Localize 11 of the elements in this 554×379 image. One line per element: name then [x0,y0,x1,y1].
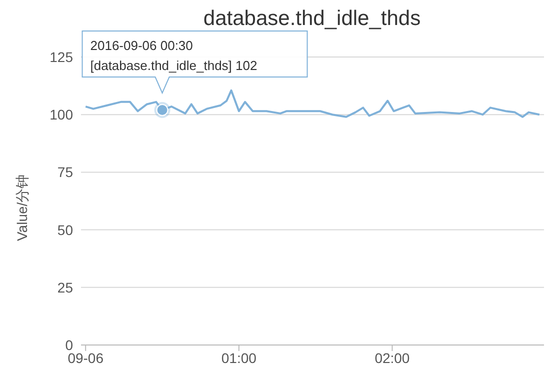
y-tick-label: 100 [50,106,74,123]
annotation: 2016-09-06 00:30 [database.thd_idle_thds] 102 [90,38,258,73]
x-tick-label: 01:00 [221,350,257,366]
y-axis-title: Value/分钟 [14,174,30,241]
chart-title: database.thd_idle_thds [202,7,422,30]
y-tick-label: 125 [50,48,74,65]
y-tick-label: 50 [57,222,74,238]
x-tick-label: 02:00 [374,350,410,366]
y-tick-label: 75 [57,164,74,180]
line-series [84,89,540,118]
y-tick-label: 25 [57,279,74,296]
